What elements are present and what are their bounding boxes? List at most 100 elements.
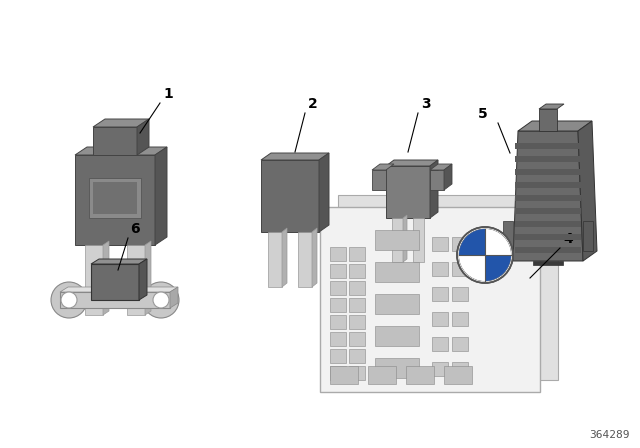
Polygon shape bbox=[145, 241, 151, 315]
Bar bbox=[338, 195, 558, 380]
Polygon shape bbox=[430, 164, 452, 170]
Bar bbox=[452, 237, 468, 251]
Bar bbox=[432, 262, 448, 276]
Polygon shape bbox=[282, 228, 287, 287]
Polygon shape bbox=[261, 160, 319, 232]
Bar bbox=[452, 337, 468, 351]
Bar bbox=[452, 287, 468, 301]
Circle shape bbox=[457, 227, 513, 283]
Bar bbox=[432, 337, 448, 351]
Polygon shape bbox=[392, 218, 403, 262]
Wedge shape bbox=[459, 229, 485, 255]
Polygon shape bbox=[444, 164, 452, 190]
Polygon shape bbox=[515, 234, 581, 240]
Polygon shape bbox=[75, 147, 167, 155]
Bar bbox=[330, 264, 346, 278]
Polygon shape bbox=[513, 131, 583, 261]
Circle shape bbox=[143, 282, 179, 318]
Text: 3: 3 bbox=[421, 97, 431, 111]
Bar bbox=[432, 312, 448, 326]
Polygon shape bbox=[75, 155, 155, 245]
Circle shape bbox=[153, 292, 169, 308]
Bar bbox=[375, 326, 419, 346]
Bar bbox=[375, 262, 419, 282]
Bar bbox=[375, 294, 419, 314]
Polygon shape bbox=[539, 104, 564, 109]
Polygon shape bbox=[503, 221, 513, 251]
Bar bbox=[89, 178, 141, 218]
Polygon shape bbox=[93, 119, 149, 127]
Bar bbox=[452, 362, 468, 376]
Wedge shape bbox=[485, 255, 511, 281]
Bar bbox=[93, 182, 137, 214]
Polygon shape bbox=[515, 182, 581, 188]
Text: 6: 6 bbox=[130, 222, 140, 236]
Bar bbox=[349, 264, 365, 278]
Polygon shape bbox=[93, 127, 137, 155]
Bar bbox=[406, 366, 434, 384]
Polygon shape bbox=[85, 245, 103, 315]
Circle shape bbox=[61, 292, 77, 308]
Polygon shape bbox=[386, 160, 438, 166]
Polygon shape bbox=[533, 261, 563, 265]
Polygon shape bbox=[578, 121, 597, 261]
Text: 5: 5 bbox=[478, 107, 488, 121]
Polygon shape bbox=[372, 170, 386, 190]
Bar bbox=[330, 332, 346, 346]
Wedge shape bbox=[485, 229, 511, 255]
Polygon shape bbox=[261, 153, 329, 160]
Bar bbox=[368, 366, 396, 384]
Text: 2: 2 bbox=[308, 97, 317, 111]
Polygon shape bbox=[312, 228, 317, 287]
Text: 4: 4 bbox=[563, 232, 573, 246]
Bar bbox=[452, 312, 468, 326]
Polygon shape bbox=[430, 160, 438, 218]
Polygon shape bbox=[91, 264, 139, 300]
Bar bbox=[432, 237, 448, 251]
Polygon shape bbox=[403, 215, 407, 262]
Bar bbox=[349, 281, 365, 295]
Bar bbox=[320, 207, 540, 392]
Bar bbox=[452, 262, 468, 276]
Polygon shape bbox=[515, 221, 581, 227]
Bar bbox=[444, 366, 472, 384]
Polygon shape bbox=[515, 208, 581, 214]
Polygon shape bbox=[103, 241, 109, 315]
Polygon shape bbox=[518, 121, 592, 131]
Bar bbox=[349, 315, 365, 329]
Polygon shape bbox=[60, 287, 178, 292]
Polygon shape bbox=[515, 169, 581, 175]
Wedge shape bbox=[459, 255, 485, 281]
Bar bbox=[330, 366, 358, 384]
Bar bbox=[349, 349, 365, 363]
Polygon shape bbox=[60, 292, 170, 308]
Polygon shape bbox=[386, 166, 430, 218]
Bar bbox=[330, 315, 346, 329]
Bar bbox=[349, 366, 365, 380]
Circle shape bbox=[459, 229, 511, 281]
Polygon shape bbox=[515, 247, 581, 253]
Polygon shape bbox=[583, 221, 593, 251]
Bar bbox=[432, 362, 448, 376]
Bar bbox=[375, 230, 419, 250]
Polygon shape bbox=[539, 109, 557, 131]
Bar bbox=[375, 358, 419, 378]
Circle shape bbox=[51, 282, 87, 318]
Bar bbox=[432, 287, 448, 301]
Bar bbox=[330, 366, 346, 380]
Bar bbox=[330, 298, 346, 312]
Text: 1: 1 bbox=[163, 87, 173, 101]
Bar bbox=[330, 281, 346, 295]
Polygon shape bbox=[155, 147, 167, 245]
Polygon shape bbox=[413, 218, 424, 262]
Polygon shape bbox=[139, 259, 147, 300]
Polygon shape bbox=[372, 164, 394, 170]
Polygon shape bbox=[91, 259, 147, 264]
Bar bbox=[330, 349, 346, 363]
Polygon shape bbox=[127, 245, 145, 315]
Polygon shape bbox=[268, 232, 282, 287]
Polygon shape bbox=[430, 170, 444, 190]
Polygon shape bbox=[515, 156, 581, 162]
Polygon shape bbox=[137, 119, 149, 155]
Bar bbox=[349, 247, 365, 261]
